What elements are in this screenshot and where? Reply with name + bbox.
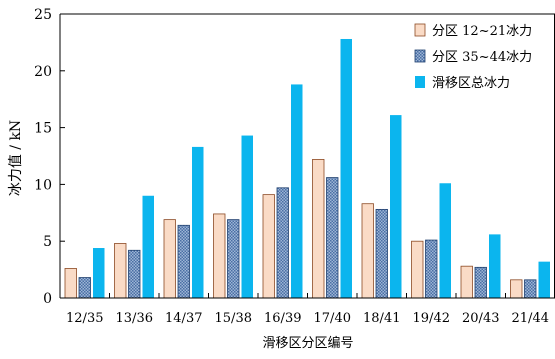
x-tick-label-13-36: 13/36 [116, 311, 153, 326]
bar-3-21-44 [538, 261, 550, 298]
bar-2-18-41 [375, 208, 388, 299]
y-tick-label-5: 5 [43, 234, 52, 250]
bar-2-12-35 [78, 277, 91, 299]
y-axis-label: 冰力值 / kN [8, 120, 24, 196]
x-tick-label-15-38: 15/38 [215, 311, 252, 326]
x-axis-label: 滑移区分区编号 [262, 336, 353, 351]
bar-2-15-38 [227, 219, 240, 299]
bar-1-19-42 [411, 240, 424, 299]
bar-2-21-44 [524, 279, 537, 299]
legend-swatch-1 [414, 23, 426, 37]
bar-1-15-38 [213, 213, 226, 299]
x-tick-label-14-37: 14/37 [165, 311, 202, 326]
bar-1-14-37 [163, 219, 176, 299]
y-tick-label-10: 10 [34, 177, 52, 193]
y-tick-label-20: 20 [34, 64, 52, 80]
x-tick-label-20-43: 20/43 [462, 311, 499, 326]
bar-1-20-43 [460, 265, 473, 299]
bar-1-12-35 [64, 268, 77, 299]
y-tick-label-25: 25 [34, 7, 52, 23]
legend-swatch-2 [414, 49, 426, 63]
bar-2-20-43 [474, 266, 487, 299]
bar-3-17-40 [340, 38, 352, 299]
legend-label-2: 分区 35~44冰力 [432, 50, 532, 65]
bar-1-21-44 [510, 279, 523, 299]
x-tick-label-19-42: 19/42 [413, 311, 450, 326]
legend-label-3: 滑移区总冰力 [432, 76, 510, 91]
bar-2-19-42 [425, 239, 438, 299]
bar-2-14-37 [177, 224, 190, 299]
bar-2-13-36 [128, 249, 141, 299]
bar-3-14-37 [192, 146, 204, 298]
axes-layer: 0 5 10 15 20 25 12/35 13/36 14/37 15/38 16/39 17/40… [34, 7, 555, 326]
x-tick-label-18-41: 18/41 [363, 311, 400, 326]
bar-3-13-36 [142, 195, 154, 298]
bar-3-12-35 [93, 248, 105, 298]
legend-label-1: 分区 12~21冰力 [432, 24, 532, 39]
bar-1-17-40 [312, 159, 325, 299]
y-tick-label-15: 15 [34, 121, 52, 137]
bar-3-15-38 [241, 135, 253, 298]
legend-swatch-3 [415, 76, 425, 88]
bar-2-17-40 [326, 177, 339, 299]
bar-3-19-42 [439, 183, 451, 298]
bar-3-18-41 [390, 115, 402, 298]
bar-1-16-39 [262, 194, 275, 299]
x-tick-label-21-44: 21/44 [512, 311, 549, 326]
bar-2-16-39 [276, 187, 289, 299]
x-tick-label-12-35: 12/35 [66, 311, 103, 326]
x-tick-label-17-40: 17/40 [314, 311, 351, 326]
bar-3-20-43 [489, 234, 501, 298]
bar-1-18-41 [361, 203, 374, 299]
bar-1-13-36 [114, 243, 127, 299]
y-tick-label-0: 0 [43, 291, 52, 307]
bar-3-16-39 [291, 84, 303, 299]
x-tick-label-16-39: 16/39 [264, 311, 301, 326]
